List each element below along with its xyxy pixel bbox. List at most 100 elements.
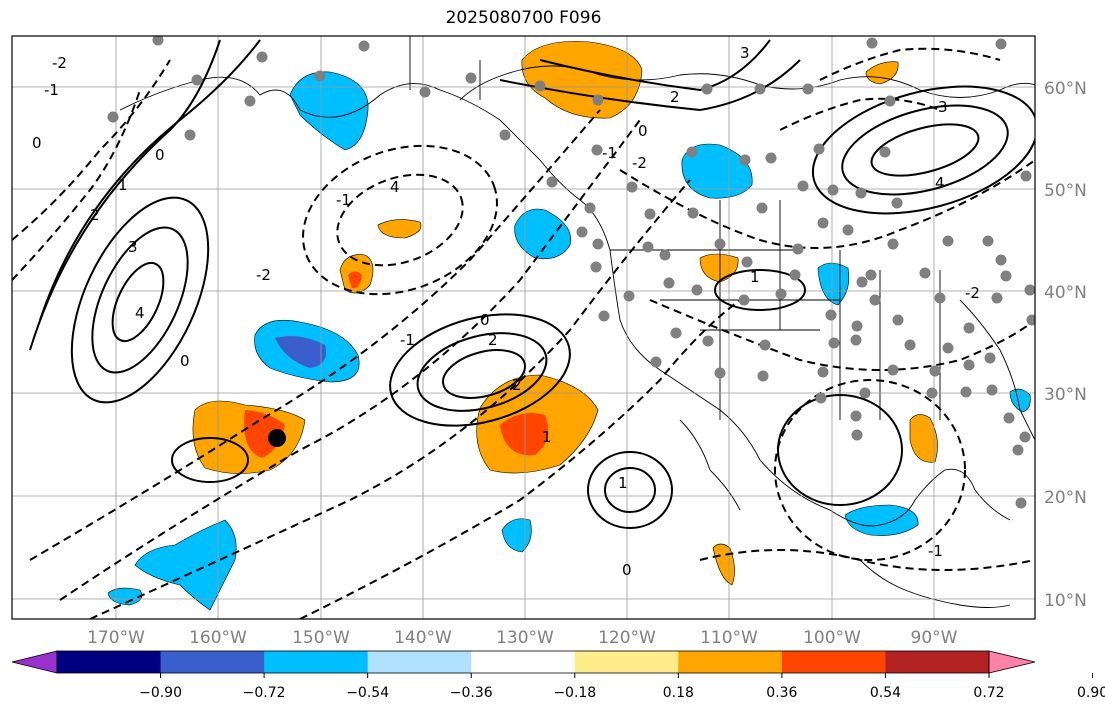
dash-band-3 bbox=[89, 179, 691, 619]
dash-band-11 bbox=[779, 97, 941, 131]
lon-label: 130°W bbox=[496, 628, 554, 648]
contour-label: 0 bbox=[638, 122, 648, 140]
contour-west-2 bbox=[91, 226, 189, 374]
shade-blue-southwest bbox=[134, 519, 237, 611]
contour-sw-1 bbox=[587, 451, 673, 529]
station-dots bbox=[107, 36, 1035, 509]
colorbar-tick-label: −0.54 bbox=[346, 685, 389, 701]
colorbar-segment bbox=[471, 651, 576, 673]
shade-blue-small-4 bbox=[817, 262, 850, 306]
colorbar-segment bbox=[264, 651, 369, 673]
dash-band-9 bbox=[699, 549, 1035, 571]
colorbar-segment bbox=[367, 651, 472, 673]
lat-label: 10°N bbox=[1044, 591, 1087, 611]
lat-labels: 60°N 50°N 40°N 30°N 20°N 10°N bbox=[1044, 79, 1087, 611]
contour-labels: -2 -1 0 0 1 2 3 4 4 -1 0 2 -1 -2 0 1 2 3… bbox=[32, 44, 980, 579]
lat-label: 30°N bbox=[1044, 385, 1087, 405]
contour-label: 4 bbox=[135, 304, 145, 322]
dash-ring-3 bbox=[774, 379, 966, 561]
contour-label: 1 bbox=[750, 268, 760, 286]
shade-blue-small-6 bbox=[501, 518, 532, 553]
map-title: 2025080700 F096 bbox=[445, 8, 602, 28]
shade-blue-canada bbox=[681, 143, 753, 199]
lon-label: 90°W bbox=[911, 628, 958, 648]
contour-gulf bbox=[777, 394, 903, 506]
dash-band-2 bbox=[29, 109, 601, 561]
contour-sw-2 bbox=[604, 467, 656, 513]
contour-label: 2 bbox=[90, 206, 100, 224]
colorbar-segment bbox=[574, 651, 679, 673]
dash-ring-2 bbox=[336, 173, 464, 267]
contour-label: 0 bbox=[155, 146, 165, 164]
contour-label: -1 bbox=[336, 191, 351, 209]
contour-label: 2 bbox=[670, 88, 680, 106]
contour-label: 1 bbox=[118, 176, 128, 194]
contour-label: -2 bbox=[965, 284, 980, 302]
contour-label: -1 bbox=[44, 81, 59, 99]
shade-orange-small-ne bbox=[865, 61, 899, 85]
dash-band-10 bbox=[819, 47, 1001, 81]
contour-label: -2 bbox=[256, 266, 271, 284]
shade-red-center bbox=[500, 412, 549, 456]
lon-label: 120°W bbox=[598, 628, 656, 648]
contour-label: 4 bbox=[390, 178, 400, 196]
contour-center-1 bbox=[389, 313, 571, 427]
contour-label: -1 bbox=[602, 144, 617, 162]
contour-west-long bbox=[39, 39, 261, 321]
contour-north-1 bbox=[499, 59, 801, 112]
colorbar-tick-label: 0.18 bbox=[663, 685, 694, 701]
lon-label: 140°W bbox=[394, 628, 452, 648]
map-frame bbox=[11, 35, 1036, 620]
contour-ne-2 bbox=[841, 104, 1009, 196]
colorbar-extend-high bbox=[988, 650, 1036, 674]
graticule bbox=[12, 36, 1035, 619]
contour-label: 3 bbox=[938, 98, 948, 116]
lat-label: 50°N bbox=[1044, 181, 1087, 201]
lon-label: 110°W bbox=[700, 628, 758, 648]
contour-label: 1 bbox=[542, 428, 552, 446]
contour-center-3 bbox=[442, 349, 526, 399]
colorbar-tick-label: 0.54 bbox=[870, 685, 901, 701]
shade-darkblue-mid bbox=[275, 336, 326, 368]
shade-blue-small-8 bbox=[1009, 388, 1031, 413]
contour-ne-1 bbox=[811, 85, 1035, 215]
colorbar-tick-label: −0.90 bbox=[139, 685, 182, 701]
colorbar-tick-label: −0.72 bbox=[243, 685, 286, 701]
lon-labels: 170°W 160°W 150°W 140°W 130°W 120°W 110°… bbox=[87, 628, 958, 648]
lon-label: 170°W bbox=[87, 628, 145, 648]
dash-band-7 bbox=[619, 159, 1035, 249]
contour-west-island bbox=[171, 437, 249, 483]
colorbar-tick-label: 0.72 bbox=[973, 685, 1004, 701]
dash-band-4 bbox=[299, 299, 741, 619]
shade-blue-gulf bbox=[844, 504, 919, 536]
colorbar-tick-label: −0.36 bbox=[450, 685, 493, 701]
shade-orange-gulf bbox=[909, 414, 938, 463]
contour-ne-3 bbox=[870, 123, 980, 177]
colorbar-tick-label: 0.36 bbox=[766, 685, 797, 701]
contours-positive bbox=[29, 39, 1035, 529]
map-plot-area: -2 -1 0 0 1 2 3 4 4 -1 0 2 -1 -2 0 1 2 3… bbox=[12, 36, 1035, 619]
colorbar-extend-low bbox=[11, 650, 58, 674]
lat-label: 40°N bbox=[1044, 283, 1087, 303]
contour-label: 0 bbox=[622, 561, 632, 579]
contour-label: 2 bbox=[512, 376, 522, 394]
dash-band-8 bbox=[649, 299, 1035, 371]
dash-band-1 bbox=[59, 119, 641, 601]
contour-west-long-2 bbox=[29, 39, 221, 351]
colorbar-frame bbox=[56, 650, 990, 674]
lat-label: 20°N bbox=[1044, 488, 1087, 508]
contour-label: 0 bbox=[480, 311, 490, 329]
colorbar-segment bbox=[160, 651, 265, 673]
contour-north-2 bbox=[539, 39, 771, 92]
contour-label: 4 bbox=[935, 174, 945, 192]
contour-label: -2 bbox=[52, 54, 67, 72]
contour-midcont bbox=[714, 269, 806, 311]
lon-label: 160°W bbox=[189, 628, 247, 648]
contour-label: -1 bbox=[400, 331, 415, 349]
colorbar-tick-label: 0.90 bbox=[1077, 685, 1105, 701]
lat-label: 60°N bbox=[1044, 79, 1087, 99]
colorbar-segment bbox=[885, 651, 990, 673]
colorbar: −0.90 −0.72 −0.54 −0.36 −0.18 0.18 0.36 0.54 0.7… bbox=[11, 650, 1105, 701]
contour-label: 1 bbox=[618, 474, 628, 492]
